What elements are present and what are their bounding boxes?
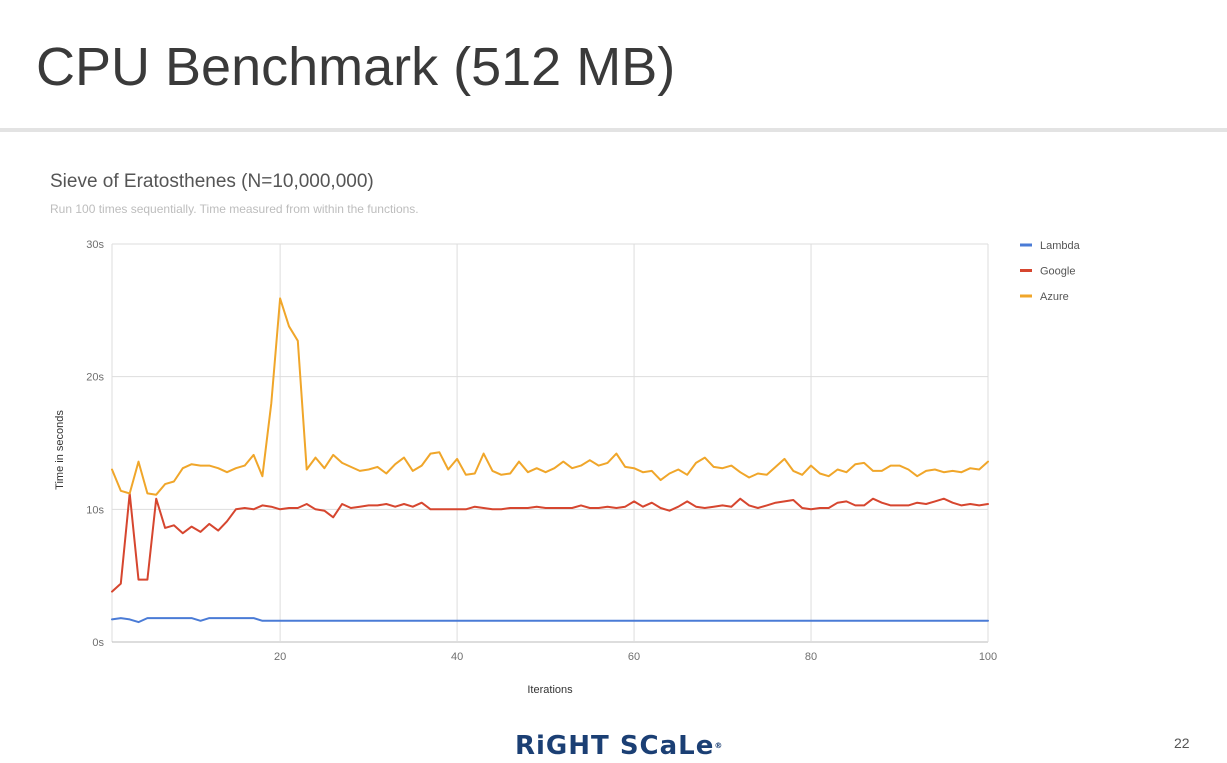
chart-subtitle: Run 100 times sequentially. Time measure… bbox=[50, 202, 419, 216]
legend-label-azure: Azure bbox=[1040, 291, 1069, 303]
series-line-azure bbox=[111, 297, 989, 496]
y-tick-label: 30s bbox=[86, 239, 104, 251]
axis-ticks: 0s 10s 20s 30s 20 40 60 80 100 bbox=[86, 239, 997, 663]
x-tick-label: 100 bbox=[979, 651, 997, 663]
legend-label-google: Google bbox=[1040, 266, 1075, 278]
x-tick-label: 40 bbox=[451, 651, 463, 663]
series-lines bbox=[111, 297, 989, 624]
rightscale-logo: RiGHT SCaLe® bbox=[515, 733, 723, 759]
x-tick-label: 80 bbox=[805, 651, 817, 663]
chart-title: Sieve of Eratosthenes (N=10,000,000) bbox=[50, 171, 374, 192]
slide-title: CPU Benchmark (512 MB) bbox=[36, 37, 676, 97]
y-tick-label: 20s bbox=[86, 372, 104, 384]
y-axis-label: Time in seconds bbox=[54, 410, 66, 490]
y-tick-label: 10s bbox=[86, 504, 104, 516]
grid-lines bbox=[111, 243, 989, 643]
x-axis-label: Iterations bbox=[527, 684, 573, 696]
page-number: 22 bbox=[1174, 735, 1190, 751]
registered-mark: ® bbox=[714, 741, 724, 750]
y-tick-label: 0s bbox=[92, 637, 104, 649]
chart-legend: Lambda Google Azure bbox=[1020, 240, 1081, 303]
x-tick-label: 20 bbox=[274, 651, 286, 663]
series-line-lambda bbox=[111, 617, 989, 624]
x-tick-label: 60 bbox=[628, 651, 640, 663]
legend-label-lambda: Lambda bbox=[1040, 240, 1081, 252]
logo-text: RiGHT SCaLe bbox=[515, 731, 715, 761]
series-line-google bbox=[111, 492, 989, 593]
title-divider bbox=[0, 128, 1227, 132]
